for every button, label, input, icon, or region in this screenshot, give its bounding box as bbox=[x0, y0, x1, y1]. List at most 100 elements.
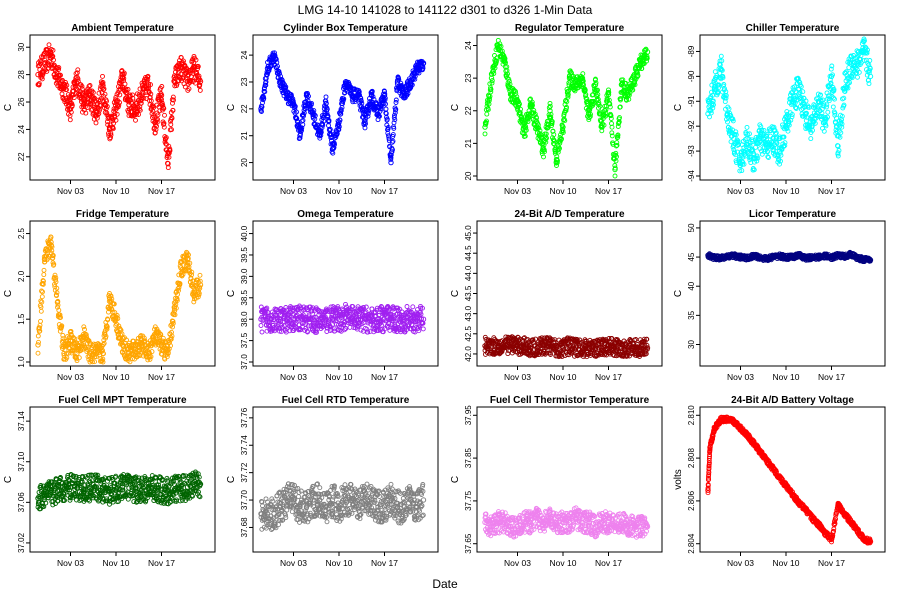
data-point bbox=[488, 75, 495, 81]
data-point bbox=[506, 76, 512, 82]
data-point bbox=[617, 104, 623, 110]
data-point bbox=[785, 128, 791, 134]
data-point bbox=[117, 100, 122, 105]
data-point bbox=[114, 111, 120, 117]
data-point bbox=[548, 114, 554, 120]
data-point bbox=[145, 73, 151, 79]
data-point bbox=[734, 137, 740, 143]
y-tick-label: 43.0 bbox=[464, 305, 473, 321]
data-point bbox=[782, 140, 788, 146]
data-point bbox=[518, 106, 523, 112]
chart-panel: Chiller Temperature-94-93-92-91-90-89Nov… bbox=[673, 23, 886, 196]
data-point bbox=[710, 105, 716, 111]
data-point bbox=[153, 127, 159, 132]
data-point bbox=[197, 272, 203, 278]
data-point bbox=[38, 318, 43, 324]
data-point bbox=[491, 71, 497, 76]
data-point bbox=[414, 65, 420, 72]
data-point bbox=[802, 104, 808, 110]
data-point bbox=[719, 67, 725, 73]
data-point bbox=[163, 136, 168, 142]
plot-frame bbox=[476, 34, 663, 181]
data-point bbox=[709, 89, 714, 95]
figure-title: LMG 14-10 141028 to 141122 d301 to d326 … bbox=[298, 3, 593, 17]
data-point bbox=[549, 119, 555, 124]
data-point bbox=[382, 95, 388, 101]
data-series bbox=[35, 234, 203, 365]
data-point bbox=[782, 143, 788, 148]
data-point bbox=[379, 103, 384, 109]
data-point bbox=[323, 100, 329, 107]
data-point bbox=[35, 350, 41, 356]
data-point bbox=[38, 308, 44, 314]
y-tick-label: 1.0 bbox=[17, 356, 26, 368]
data-point bbox=[301, 113, 306, 119]
x-tick-label: Nov 17 bbox=[595, 186, 622, 196]
data-point bbox=[620, 77, 626, 83]
y-tick-label: 2.0 bbox=[17, 270, 26, 282]
data-point bbox=[394, 79, 401, 85]
data-point bbox=[555, 158, 560, 164]
data-point bbox=[560, 130, 566, 135]
data-point bbox=[549, 121, 555, 127]
data-point bbox=[718, 53, 724, 59]
y-tick-label: -89 bbox=[687, 45, 696, 57]
data-point bbox=[741, 161, 747, 167]
data-point bbox=[595, 96, 601, 102]
data-point bbox=[562, 118, 568, 124]
data-point bbox=[489, 80, 495, 86]
y-tick-label: -93 bbox=[687, 145, 696, 157]
y-tick-label: 21 bbox=[464, 138, 473, 147]
data-point bbox=[81, 324, 87, 330]
data-point bbox=[741, 145, 747, 151]
data-point bbox=[39, 294, 45, 300]
x-tick-label: Nov 10 bbox=[550, 186, 577, 196]
data-point bbox=[362, 119, 368, 126]
data-point bbox=[290, 100, 297, 107]
data-point bbox=[148, 98, 154, 104]
data-point bbox=[137, 107, 143, 113]
data-point bbox=[797, 80, 803, 85]
data-point bbox=[113, 97, 118, 103]
y-tick-label: 1.5 bbox=[17, 313, 26, 325]
data-point bbox=[299, 128, 304, 133]
data-point bbox=[487, 96, 492, 102]
y-tick-label: 24 bbox=[17, 124, 26, 133]
data-point bbox=[300, 117, 306, 123]
data-point bbox=[523, 125, 529, 131]
data-point bbox=[56, 67, 61, 72]
data-point bbox=[40, 289, 45, 295]
data-point bbox=[182, 84, 188, 90]
data-point bbox=[276, 69, 282, 74]
data-point bbox=[79, 83, 85, 89]
data-point bbox=[80, 102, 87, 108]
data-point bbox=[54, 74, 61, 81]
data-point bbox=[766, 155, 771, 160]
y-tick-label: 40.0 bbox=[240, 225, 249, 241]
data-point bbox=[181, 58, 186, 64]
data-point bbox=[162, 112, 167, 118]
data-point bbox=[161, 124, 167, 130]
data-point bbox=[64, 82, 70, 88]
data-point bbox=[615, 132, 621, 138]
data-point bbox=[744, 124, 750, 130]
data-point bbox=[134, 111, 139, 117]
data-point bbox=[262, 89, 268, 95]
data-point bbox=[798, 99, 804, 105]
x-tick-label: Nov 03 bbox=[280, 186, 307, 196]
data-point bbox=[35, 333, 41, 339]
y-tick-label: 42.0 bbox=[464, 346, 473, 362]
data-point bbox=[197, 78, 204, 85]
x-axis-label: Date bbox=[432, 577, 458, 591]
data-point bbox=[573, 82, 579, 88]
x-tick-label: Nov 03 bbox=[57, 372, 84, 382]
y-axis-label: C bbox=[3, 104, 14, 111]
data-point bbox=[178, 55, 184, 61]
data-point bbox=[388, 159, 394, 166]
y-tick-label: -92 bbox=[687, 120, 696, 132]
data-point bbox=[484, 111, 490, 117]
data-point bbox=[492, 53, 497, 58]
data-point bbox=[789, 114, 795, 120]
data-point bbox=[392, 117, 398, 123]
